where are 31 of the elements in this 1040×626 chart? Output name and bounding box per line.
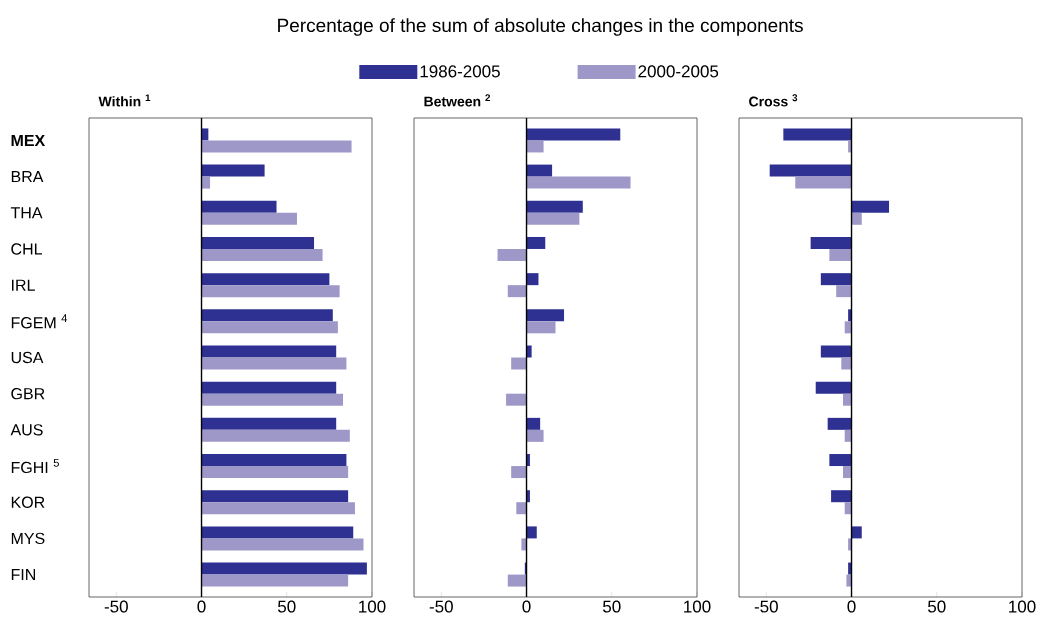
x-tick-label: 50 [277,600,296,613]
legend-label: 1986-2005 [420,65,500,78]
legend-label: 2000-2005 [638,65,719,78]
y-tick-label: BRA [11,171,44,183]
y-tick-label: IRL [12,279,35,291]
y-tick-label: GBR [11,388,45,400]
x-tick-label: 0 [847,600,856,613]
y-tick-label: THA [10,207,43,219]
y-tick-label: CHL [11,243,42,255]
y-tick-label: USA [11,351,44,364]
x-tick-label: -50 [754,600,778,613]
x-tick-label: 0 [197,600,206,613]
y-tick-label: FGEM $^{4}$ [11,314,68,329]
x-tick-label: 50 [602,600,621,613]
y-tick-label: AUS [10,424,43,436]
y-tick-label: MYS [11,532,45,545]
y-tick-label: FIN [11,569,35,581]
x-tick-label: 0 [522,600,531,613]
y-tick-label: FGHI $^{5}$ [11,458,59,474]
chart-title: Cross $^{3}$ [749,94,798,107]
x-tick-label: -50 [104,600,128,613]
chart-title: Within $^{1}$ [98,94,151,107]
x-tick-label: -50 [429,600,453,613]
chart-title: Between $^{2}$ [424,94,491,107]
y-tick-label: KOR [11,496,45,508]
text: Percentage of the sum of absolute changes in the components [278,18,803,36]
x-tick-label: 100 [359,600,386,613]
x-tick-label: 100 [684,600,711,613]
x-tick-label: 100 [1009,600,1036,613]
y-tick-label: MEX [11,134,46,146]
x-tick-label: 50 [927,600,946,613]
